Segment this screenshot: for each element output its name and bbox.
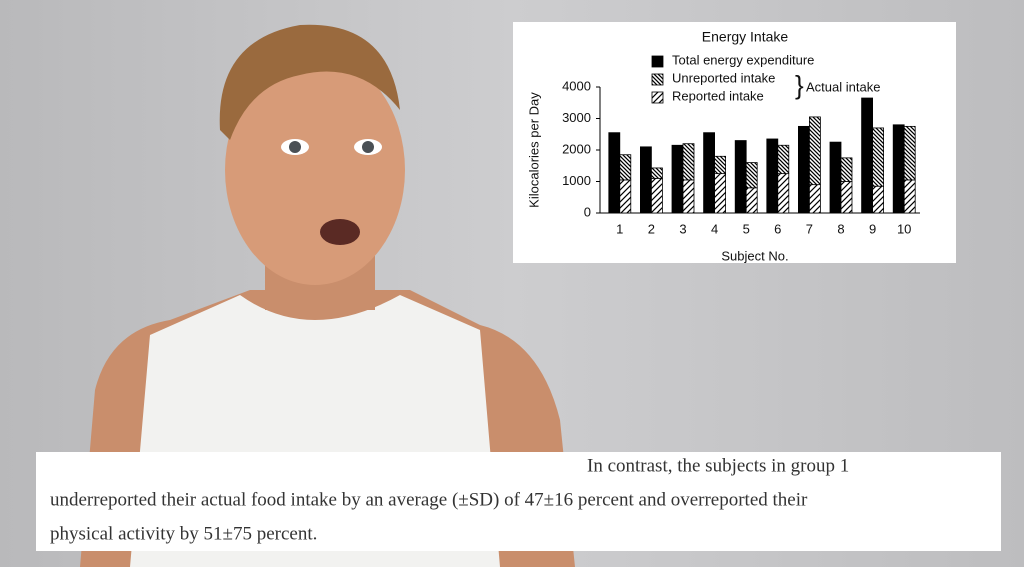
- bar-segment: [682, 179, 695, 214]
- bar-segment: [903, 125, 916, 181]
- bar-segment: [619, 154, 632, 181]
- legend-swatch: [651, 91, 664, 104]
- caption-line: physical activity by 51±75 percent.: [50, 523, 317, 544]
- y-axis-label: Kilocalories per Day: [526, 92, 541, 208]
- bar-segment: [777, 173, 790, 214]
- y-tick-label: 0: [584, 204, 591, 219]
- caption-line: underreported their actual food intake b…: [50, 489, 808, 510]
- bar-segment: [829, 141, 842, 214]
- bar-segment: [745, 162, 758, 189]
- x-tick-label: 2: [648, 221, 655, 236]
- bar-segment: [703, 132, 715, 214]
- y-tick-label: 2000: [562, 141, 591, 156]
- caption-line: In contrast, the subjects in group 1: [587, 455, 849, 476]
- x-tick-label: 10: [897, 221, 911, 236]
- x-tick-label: 8: [837, 221, 844, 236]
- x-tick-label: 3: [679, 221, 686, 236]
- bracket: }: [795, 70, 804, 100]
- bar-segment: [608, 132, 621, 214]
- y-tick-label: 3000: [562, 110, 591, 125]
- bar-segment: [651, 177, 663, 214]
- bar-segment: [619, 179, 632, 214]
- x-tick-label: 4: [711, 221, 718, 236]
- bar-segment: [809, 184, 821, 214]
- x-tick-label: 1: [616, 221, 623, 236]
- legend-swatch: [651, 55, 664, 68]
- x-tick-label: 6: [774, 221, 781, 236]
- bar-segment: [714, 155, 726, 175]
- legend-label: Unreported intake: [672, 70, 775, 85]
- bar-segment: [892, 124, 905, 214]
- y-tick-label: 4000: [562, 78, 591, 93]
- bar-segment: [714, 173, 726, 214]
- bar-segment: [809, 116, 821, 186]
- x-tick-label: 5: [743, 221, 750, 236]
- bar-segment: [861, 97, 873, 214]
- bar-segment: [640, 146, 652, 214]
- x-tick-label: 9: [869, 221, 876, 236]
- bar-segment: [671, 144, 684, 214]
- bar-segment: [840, 181, 853, 214]
- bar-segment: [872, 185, 884, 214]
- bar-segment: [766, 138, 779, 214]
- bar-segment: [777, 144, 790, 175]
- bar-segment: [682, 143, 695, 181]
- x-tick-label: 7: [806, 221, 813, 236]
- legend-swatch: [651, 73, 664, 86]
- x-axis-label: Subject No.: [721, 248, 788, 263]
- y-tick-label: 1000: [562, 173, 591, 188]
- legend-label: Reported intake: [672, 88, 764, 103]
- legend-label: Total energy expenditure: [672, 52, 814, 67]
- bar-segment: [745, 187, 758, 214]
- bar-segment: [903, 179, 916, 214]
- caption-box: [36, 452, 1001, 551]
- bar-segment: [734, 140, 747, 214]
- annotation: Actual intake: [806, 79, 880, 94]
- bar-segment: [840, 157, 853, 182]
- bar-segment: [872, 127, 884, 187]
- bar-segment: [651, 167, 663, 179]
- chart-title: Energy Intake: [702, 29, 789, 45]
- bar-segment: [798, 125, 810, 214]
